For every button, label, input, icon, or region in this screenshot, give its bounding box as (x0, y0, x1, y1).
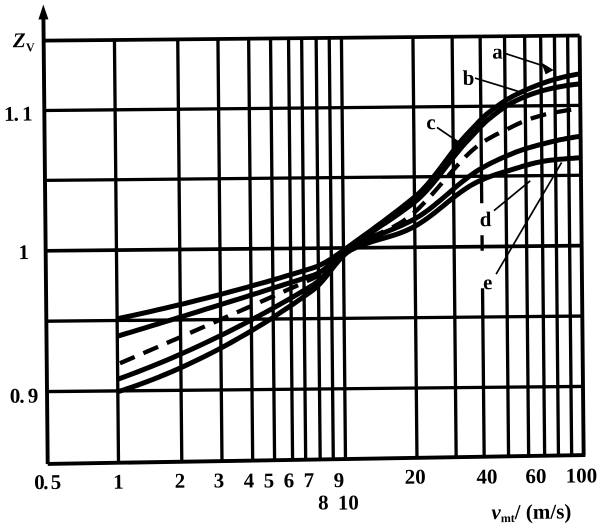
svg-text:e: e (483, 270, 493, 294)
svg-text:4: 4 (244, 468, 255, 492)
svg-text:2: 2 (175, 469, 186, 493)
svg-text:40: 40 (476, 464, 497, 488)
svg-text:7: 7 (304, 468, 315, 492)
svg-text:9: 9 (334, 468, 345, 492)
svg-text:1: 1 (113, 470, 124, 494)
svg-text:10: 10 (338, 490, 359, 514)
svg-text:a: a (492, 40, 503, 64)
svg-text:20: 20 (405, 465, 426, 489)
svg-text:b: b (463, 66, 475, 90)
svg-text:c: c (426, 110, 436, 134)
svg-text:100: 100 (566, 463, 598, 487)
svg-text:V: V (26, 40, 35, 54)
svg-text:6: 6 (284, 468, 295, 492)
svg-text:0. 9: 0. 9 (10, 384, 38, 408)
svg-text:5: 5 (264, 468, 275, 492)
svg-text:3: 3 (214, 468, 225, 492)
svg-text:0. 5: 0. 5 (34, 470, 61, 494)
svg-text:8: 8 (318, 490, 329, 514)
svg-text:60: 60 (525, 464, 546, 488)
svg-text:vmt/ (m/s): vmt/ (m/s) (491, 499, 571, 525)
svg-text:1: 1 (18, 240, 29, 264)
svg-text:1. 1: 1. 1 (4, 102, 32, 126)
svg-text:d: d (480, 207, 492, 231)
svg-text:Z: Z (12, 28, 26, 52)
